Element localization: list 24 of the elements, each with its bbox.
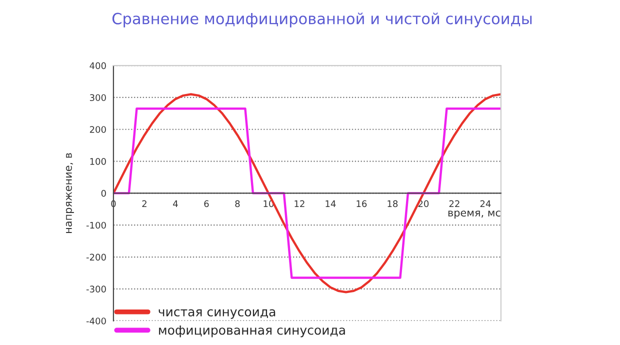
- y-tick-label: -100: [86, 222, 106, 229]
- x-tick-label: 22: [449, 200, 460, 208]
- x-tick-label: 16: [356, 200, 367, 208]
- x-tick-label: 2: [142, 200, 146, 208]
- chart-title: Сравнение модифицированной и чистой синусоиды: [112, 12, 532, 28]
- y-tick-label: -300: [86, 286, 106, 292]
- y-tick-label: 400: [90, 62, 106, 70]
- x-tick-label: 4: [173, 200, 178, 208]
- x-tick-label: 18: [388, 200, 398, 208]
- y-tick-label: -200: [86, 254, 106, 261]
- x-tick-label: 12: [294, 200, 304, 208]
- y-tick-label: 300: [90, 94, 106, 102]
- x-axis-title: время, мс: [448, 210, 500, 219]
- y-tick-label: 100: [90, 158, 106, 165]
- x-tick-label: 24: [480, 200, 491, 208]
- y-tick-label: -400: [86, 318, 106, 324]
- y-axis-title: напряжение, в: [66, 153, 74, 233]
- legend-label: мофицированная синусоида: [159, 325, 345, 338]
- x-tick-label: 8: [235, 200, 240, 208]
- y-tick-label: 0: [101, 190, 106, 197]
- x-tick-label: 6: [204, 200, 209, 208]
- legend-label: чистая синусоида: [158, 309, 276, 319]
- x-tick-label: 14: [326, 200, 336, 208]
- y-tick-label: 200: [90, 126, 106, 133]
